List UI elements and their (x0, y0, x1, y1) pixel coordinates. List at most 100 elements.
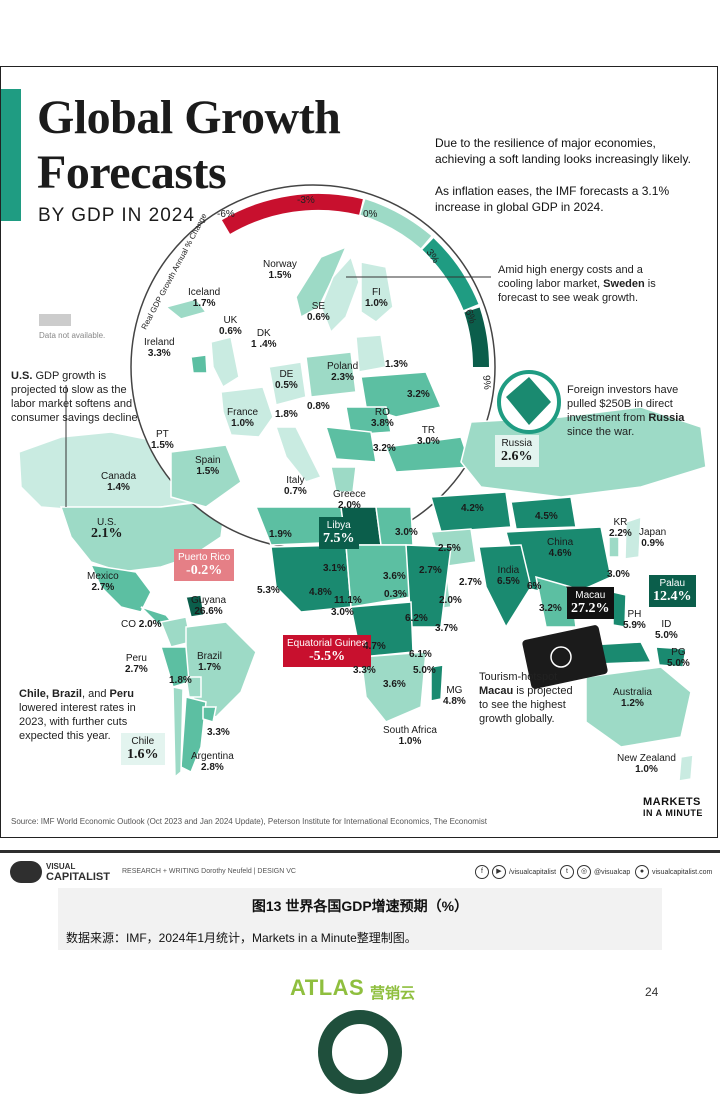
label-finland: FI 1.0% (365, 287, 388, 309)
label-uruguay: 3.3% (207, 727, 230, 738)
label-oman: 2.7% (459, 577, 482, 588)
label-germany: DE 0.5% (275, 369, 298, 391)
label-indonesia: ID 5.0% (655, 619, 678, 641)
label-taiwan: 3.0% (607, 569, 630, 580)
label-new-zealand: New Zealand 1.0% (617, 753, 676, 775)
atlas-logo: ATLAS (290, 975, 365, 1000)
us-note: U.S. GDP growth is projected to slow as … (11, 370, 141, 424)
label-mozambique: 3.6% (383, 679, 406, 690)
east-africa-shape (405, 544, 452, 628)
label-spain: Spain 1.5% (195, 455, 221, 477)
page-number: 24 (645, 985, 659, 999)
label-puerto-rico: Puerto Rico -0.2% (174, 549, 235, 581)
southern-africa-shape (360, 651, 427, 723)
label-cameroon: 11.1% (334, 595, 362, 606)
japan-shape (624, 515, 642, 560)
label-algeria: 1.9% (269, 529, 292, 540)
social-facebook-youtube[interactable]: f ▶/visualcapitalist (475, 865, 556, 879)
label-greece: Greece 2.0% (333, 489, 366, 511)
source-note: Source: IMF World Economic Outlook (Oct … (11, 817, 487, 826)
madagascar-shape (430, 664, 444, 702)
korea-shape (608, 536, 620, 558)
label-libya: Libya 7.5% (319, 517, 359, 549)
label-italy: Italy 0.7% (284, 475, 307, 497)
ukraine-shape (360, 371, 443, 418)
visual-capitalist-wordmark: VISUAL CAPITALIST (46, 862, 110, 883)
mexico-shape (89, 564, 152, 613)
passport-icon (522, 625, 608, 689)
label-romania: RO 3.8% (371, 407, 394, 429)
no-data-label: Data not available. (39, 331, 106, 340)
label-palau: Palau 12.4% (649, 575, 696, 607)
sweden-shape (320, 255, 360, 334)
label-peru: Peru 2.7% (125, 653, 148, 675)
new-zealand-shape (678, 754, 694, 782)
label-bolivia: 1.8% (169, 675, 192, 686)
title-accent-bar (1, 89, 21, 221)
label-norway: Norway 1.5% (263, 259, 297, 281)
decorative-arc (318, 1010, 402, 1094)
label-tanzania: 5.0% (413, 665, 436, 676)
label-switzerland: 1.8% (275, 409, 298, 420)
label-dk: DK 1 .4% (251, 328, 277, 350)
twitter-icon[interactable]: t (560, 865, 574, 879)
label-balkans: 3.2% (373, 443, 396, 454)
website-link[interactable]: ● visualcapitalist.com (635, 865, 712, 879)
infographic-poster: Global Growth Forecasts BY GDP IN 2024 D… (0, 66, 718, 838)
label-sweden: SE 0.6% (307, 301, 330, 323)
bolivia-shape (185, 676, 202, 698)
scale-tick: 9% (480, 374, 493, 391)
label-japan: Japan 0.9% (639, 527, 667, 549)
figure-caption: 图13 世界各国GDP增速预期（%） 数据来源：IMF，2024年1月统计，Ma… (58, 888, 662, 950)
germany-shape (268, 361, 307, 406)
intro-paragraph-1: Due to the resilience of major economies… (435, 136, 691, 166)
label-baltics: 1.3% (385, 359, 408, 370)
label-australia: Australia 1.2% (613, 687, 652, 709)
atlas-logo-cn: 营销云 (370, 985, 416, 1002)
youtube-icon[interactable]: ▶ (492, 865, 506, 879)
chile-shape (172, 686, 184, 779)
website-icon[interactable]: ● (635, 865, 649, 879)
scale-arc-negative (221, 193, 363, 234)
figure-source: 数据来源：IMF，2024年1月统计，Markets in a Minute整理… (66, 931, 417, 945)
label-kenya: 6.1% (409, 649, 432, 660)
label-ghana: 4.8% (309, 587, 332, 598)
world-map (18, 184, 707, 782)
page-title-line1: Global Growth (37, 91, 341, 144)
credits: RESEARCH + WRITING Dorothy Neufeld | DES… (122, 868, 296, 875)
iberia-shape (170, 444, 242, 508)
markets-in-a-minute-logo: MARKETS IN A MINUTE (643, 796, 703, 819)
label-poland: Poland 2.3% (327, 361, 359, 383)
label-india: India 6.5% (497, 565, 520, 587)
label-ireland: Ireland 3.3% (144, 337, 175, 359)
label-nigeria: 3.0% (331, 607, 354, 618)
kazakhstan-shape (430, 491, 512, 533)
australia-shape (585, 666, 692, 748)
italy-shape (274, 426, 323, 483)
russia-note: Foreign investors have pulled $250B in d… (567, 384, 685, 438)
label-egypt: 3.0% (395, 527, 418, 538)
label-ukraine: 3.2% (407, 389, 430, 400)
social-twitter-instagram[interactable]: t ◎ @visualcap (560, 865, 630, 879)
label-chad: 0.3% (384, 589, 407, 600)
label-turkey: TR 3.0% (417, 425, 440, 447)
label-korea: KR 2.2% (609, 517, 632, 539)
label-somalia: 3.7% (435, 623, 458, 634)
uruguay-shape (202, 706, 217, 723)
label-uk: UK 0.6% (219, 315, 242, 337)
label-portugal: PT 1.5% (151, 429, 174, 451)
label-argentina: Argentina 2.8% (191, 751, 234, 773)
label-czech: 0.8% (307, 401, 330, 412)
scale-tick: -6% (217, 209, 235, 220)
scale-arc-high (464, 307, 490, 368)
png-shape (655, 646, 687, 668)
label-mexico: Mexico 2.7% (87, 571, 119, 593)
label-saudi: 2.7% (419, 565, 442, 576)
instagram-icon[interactable]: ◎ (577, 865, 591, 879)
page-subtitle: BY GDP IN 2024 (38, 205, 195, 226)
label-guyana: Guyana 26.6% (191, 595, 227, 617)
india-shape (478, 544, 532, 629)
label-yemen: 2.0% (439, 595, 462, 606)
label-niger: 3.6% (383, 571, 406, 582)
facebook-icon[interactable]: f (475, 865, 489, 879)
